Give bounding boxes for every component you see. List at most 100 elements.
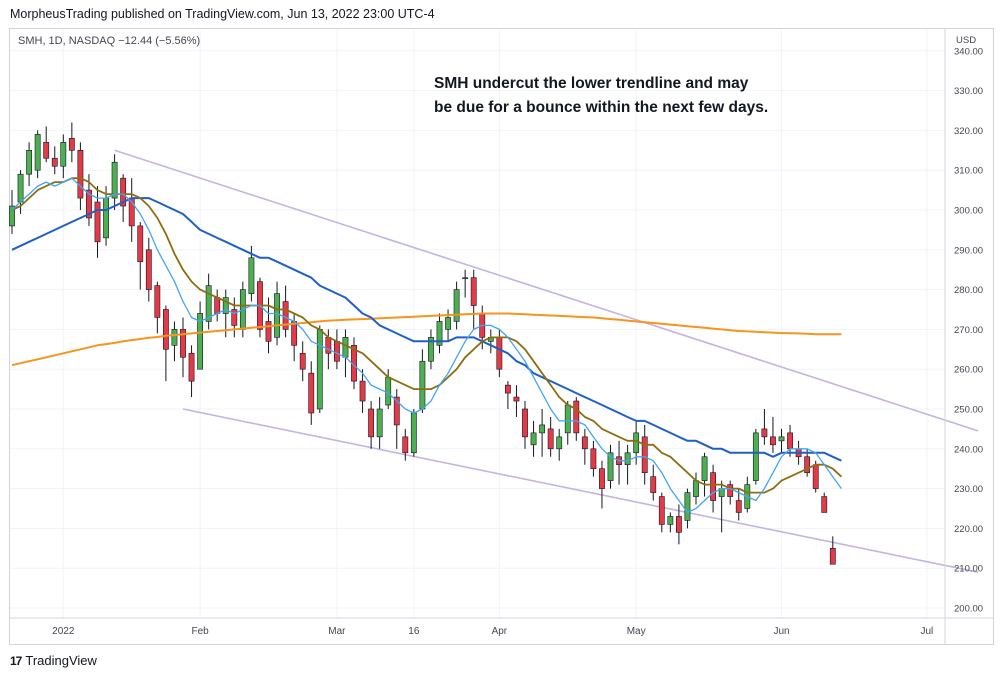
candle-body xyxy=(145,249,152,290)
candle xyxy=(752,428,759,485)
candle xyxy=(564,401,571,445)
candle xyxy=(77,142,84,210)
candle xyxy=(60,134,67,179)
candle xyxy=(393,389,400,449)
candle xyxy=(34,130,41,179)
candle-body xyxy=(804,456,811,473)
candle xyxy=(436,313,443,354)
candle-body xyxy=(496,337,503,370)
candle xyxy=(462,269,469,298)
candle-body xyxy=(428,337,434,362)
x-tick-label: 2022 xyxy=(52,626,75,637)
candle-body xyxy=(333,341,340,362)
candle-body xyxy=(684,492,691,521)
y-tick-label: 330.00 xyxy=(954,86,983,97)
candle-body xyxy=(60,142,67,167)
candle xyxy=(581,428,588,465)
time-axis: 2022 Feb Mar 16 Apr May Jun Jul xyxy=(9,617,994,637)
candle xyxy=(710,464,716,513)
candle-body xyxy=(470,277,477,306)
candle-body xyxy=(68,138,75,151)
footer-brand: TradingView xyxy=(25,653,97,668)
chart-frame xyxy=(9,28,994,645)
candle-body xyxy=(94,201,101,243)
candle-body xyxy=(573,400,580,434)
x-tick-label: Jul xyxy=(920,626,933,637)
candle-body xyxy=(701,456,708,481)
candle-body xyxy=(735,500,742,513)
y-tick-label: 260.00 xyxy=(954,365,983,376)
candle xyxy=(453,281,460,330)
candle-body xyxy=(539,424,545,434)
candle-body xyxy=(667,516,674,525)
candle xyxy=(616,440,622,485)
candle-body xyxy=(787,432,793,450)
candle xyxy=(316,325,323,413)
candle xyxy=(368,401,374,449)
candle xyxy=(428,329,434,370)
candle-body xyxy=(770,436,776,446)
candle-body xyxy=(111,161,118,199)
candle-body xyxy=(462,277,469,279)
candle-body xyxy=(778,436,785,442)
candle xyxy=(333,329,340,370)
y-tick-label: 310.00 xyxy=(954,166,983,177)
candle xyxy=(761,409,768,445)
candle-body xyxy=(248,257,255,294)
candle-body xyxy=(445,317,451,330)
candle xyxy=(599,460,605,509)
y-tick-label: 210.00 xyxy=(954,564,983,575)
candle-body xyxy=(650,476,657,493)
y-tick-label: 270.00 xyxy=(954,325,983,336)
candle xyxy=(727,480,734,505)
x-tick-label: Apr xyxy=(492,626,508,637)
y-tick-label: 200.00 xyxy=(954,604,983,615)
candle-body xyxy=(710,472,716,501)
candle-body xyxy=(222,297,229,314)
candle-body xyxy=(77,150,84,199)
candle-body xyxy=(274,293,280,338)
candle xyxy=(376,397,383,449)
candle-body xyxy=(393,396,400,426)
candle-body xyxy=(205,285,212,322)
candle-body xyxy=(325,337,332,354)
annotation-line-1: SMH undercut the lower trendline and may xyxy=(434,75,749,92)
candle xyxy=(308,361,315,425)
candle-body xyxy=(299,352,306,370)
publish-header: MorpheusTrading published on TradingView… xyxy=(10,7,435,21)
candle-body xyxy=(154,285,161,318)
candle-body xyxy=(17,173,24,203)
candle-body xyxy=(752,432,759,481)
candle xyxy=(547,416,554,457)
y-tick-label: 250.00 xyxy=(954,405,983,416)
candle xyxy=(419,349,426,413)
candle xyxy=(778,428,785,453)
candle xyxy=(342,329,349,378)
candle xyxy=(573,397,580,441)
candle-body xyxy=(564,404,571,434)
candle xyxy=(590,440,597,477)
footer[interactable]: 17 TradingView xyxy=(10,653,97,668)
candle-body xyxy=(308,372,315,414)
candle xyxy=(154,281,161,334)
candle-body xyxy=(504,384,511,394)
candle-body xyxy=(9,205,15,227)
candle xyxy=(684,488,691,529)
y-tick-label: 230.00 xyxy=(954,484,983,495)
candle xyxy=(299,341,306,382)
candle xyxy=(693,472,699,505)
x-tick-label: Feb xyxy=(191,626,209,637)
candle xyxy=(735,488,742,521)
y-tick-label: 240.00 xyxy=(954,444,983,455)
candle xyxy=(641,424,648,485)
candle-body xyxy=(727,484,734,497)
candle xyxy=(68,122,75,163)
candle-body xyxy=(419,360,426,410)
annotation-line-2: be due for a bounce within the next few … xyxy=(434,99,769,116)
candle-body xyxy=(556,436,563,450)
y-tick-label: 300.00 xyxy=(954,206,983,217)
candle-body xyxy=(291,321,298,346)
candle xyxy=(650,464,657,501)
candle xyxy=(624,444,631,485)
